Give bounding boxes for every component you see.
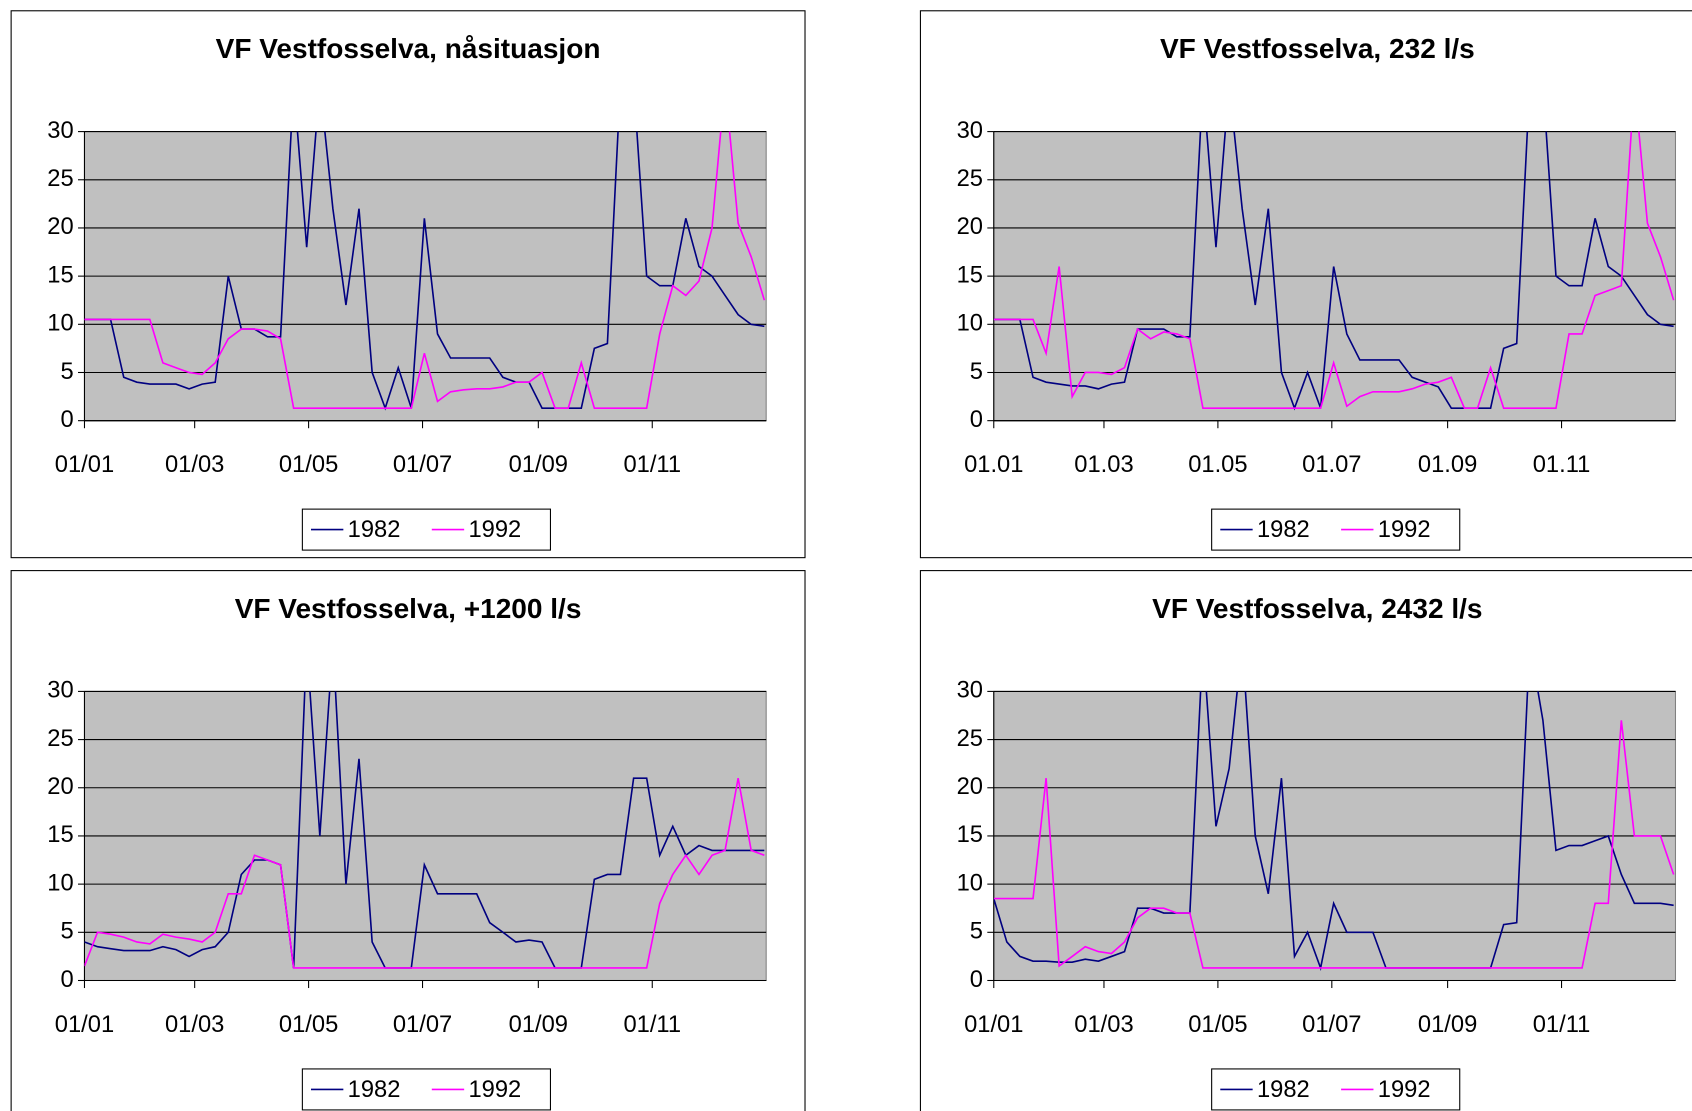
y-tick-label: 15 bbox=[957, 822, 983, 848]
chart-panel: VF Vestfosselva, +1200 l/s 0 5 10 15 20 25 30 01… bbox=[10, 570, 806, 1111]
y-tick-label: 10 bbox=[47, 870, 73, 896]
x-tick-label: 01/11 bbox=[1533, 1012, 1591, 1038]
y-tick-label: 5 bbox=[60, 919, 73, 945]
y-tick-label: 5 bbox=[970, 359, 983, 385]
x-tick-label: 01.11 bbox=[1533, 452, 1591, 478]
chart-title: VF Vestfosselva, nåsituasjon bbox=[216, 33, 601, 64]
y-tick-label: 20 bbox=[47, 214, 73, 240]
x-tick-label: 01/01 bbox=[964, 1012, 1023, 1038]
legend-label: 1982 bbox=[348, 1077, 401, 1103]
legend-label: 1992 bbox=[1378, 1077, 1431, 1103]
chart-panel: VF Vestfosselva, 2432 l/s 0 5 10 15 20 25 30 01/… bbox=[919, 570, 1692, 1111]
legend-label: 1982 bbox=[348, 517, 401, 543]
series-line bbox=[84, 131, 765, 411]
y-tick-label: 25 bbox=[47, 166, 73, 192]
x-tick-label: 01.01 bbox=[964, 452, 1023, 478]
x-tick-label: 01/03 bbox=[165, 1012, 224, 1038]
y-tick-label: 0 bbox=[970, 967, 983, 993]
x-tick-label: 01/07 bbox=[1302, 1012, 1361, 1038]
y-tick-label: 25 bbox=[957, 166, 983, 192]
series-line bbox=[993, 131, 1674, 411]
x-tick-label: 01/09 bbox=[509, 452, 568, 478]
chart-title: VF Vestfosselva, 232 l/s bbox=[1160, 33, 1475, 64]
chart-title: VF Vestfosselva, +1200 l/s bbox=[235, 593, 582, 624]
series-line bbox=[84, 777, 765, 969]
y-tick-label: 5 bbox=[970, 919, 983, 945]
y-tick-label: 0 bbox=[970, 407, 983, 433]
y-tick-label: 30 bbox=[957, 118, 983, 144]
legend bbox=[301, 1068, 551, 1111]
series-line bbox=[84, 131, 766, 409]
y-tick-label: 30 bbox=[47, 678, 73, 704]
y-tick-label: 25 bbox=[957, 726, 983, 752]
x-tick-label: 01.05 bbox=[1188, 452, 1247, 478]
legend bbox=[1211, 1068, 1461, 1111]
y-tick-label: 30 bbox=[47, 118, 73, 144]
y-tick-label: 15 bbox=[47, 822, 73, 848]
x-tick-label: 01/07 bbox=[393, 452, 452, 478]
chart-panel: VF Vestfosselva, 232 l/s 0 5 10 15 20 25 30 01.0… bbox=[919, 10, 1692, 559]
y-tick-label: 0 bbox=[60, 407, 73, 433]
series-line bbox=[993, 131, 1675, 409]
x-tick-label: 01/11 bbox=[623, 452, 681, 478]
y-tick-label: 30 bbox=[957, 678, 983, 704]
x-tick-label: 01/05 bbox=[1188, 1012, 1247, 1038]
x-tick-label: 01/09 bbox=[509, 1012, 568, 1038]
legend-label: 1982 bbox=[1257, 1077, 1310, 1103]
chart-panel: VF Vestfosselva, nåsituasjon 0 5 10 15 20 25 30… bbox=[10, 10, 806, 559]
y-tick-label: 0 bbox=[60, 967, 73, 993]
chart-title: VF Vestfosselva, 2432 l/s bbox=[1152, 593, 1482, 624]
legend-label: 1992 bbox=[468, 517, 521, 543]
y-tick-label: 15 bbox=[47, 262, 73, 288]
legend-label: 1982 bbox=[1257, 517, 1310, 543]
x-tick-label: 01.07 bbox=[1302, 452, 1361, 478]
y-tick-label: 10 bbox=[957, 311, 983, 337]
x-tick-label: 01/03 bbox=[1074, 1012, 1133, 1038]
x-tick-label: 01.09 bbox=[1418, 452, 1477, 478]
legend-label: 1992 bbox=[1378, 517, 1431, 543]
y-tick-label: 15 bbox=[957, 262, 983, 288]
legend bbox=[301, 508, 551, 551]
legend-label: 1992 bbox=[468, 1077, 521, 1103]
y-tick-label: 25 bbox=[47, 726, 73, 752]
x-tick-label: 01/07 bbox=[393, 1012, 452, 1038]
y-tick-label: 5 bbox=[60, 359, 73, 385]
legend bbox=[1211, 508, 1461, 551]
series-line bbox=[84, 691, 765, 969]
series-line bbox=[993, 720, 1675, 969]
y-tick-label: 20 bbox=[957, 774, 983, 800]
y-tick-label: 20 bbox=[957, 214, 983, 240]
x-tick-label: 01/03 bbox=[165, 452, 224, 478]
x-tick-label: 01/05 bbox=[279, 452, 338, 478]
x-tick-label: 01.03 bbox=[1074, 452, 1133, 478]
x-tick-label: 01/01 bbox=[55, 452, 114, 478]
x-tick-label: 01/11 bbox=[623, 1012, 681, 1038]
y-tick-label: 10 bbox=[957, 870, 983, 896]
y-tick-label: 20 bbox=[47, 774, 73, 800]
x-tick-label: 01/01 bbox=[55, 1012, 114, 1038]
x-tick-label: 01/05 bbox=[279, 1012, 338, 1038]
series-line bbox=[993, 691, 1674, 971]
x-tick-label: 01/09 bbox=[1418, 1012, 1477, 1038]
y-tick-label: 10 bbox=[47, 311, 73, 337]
